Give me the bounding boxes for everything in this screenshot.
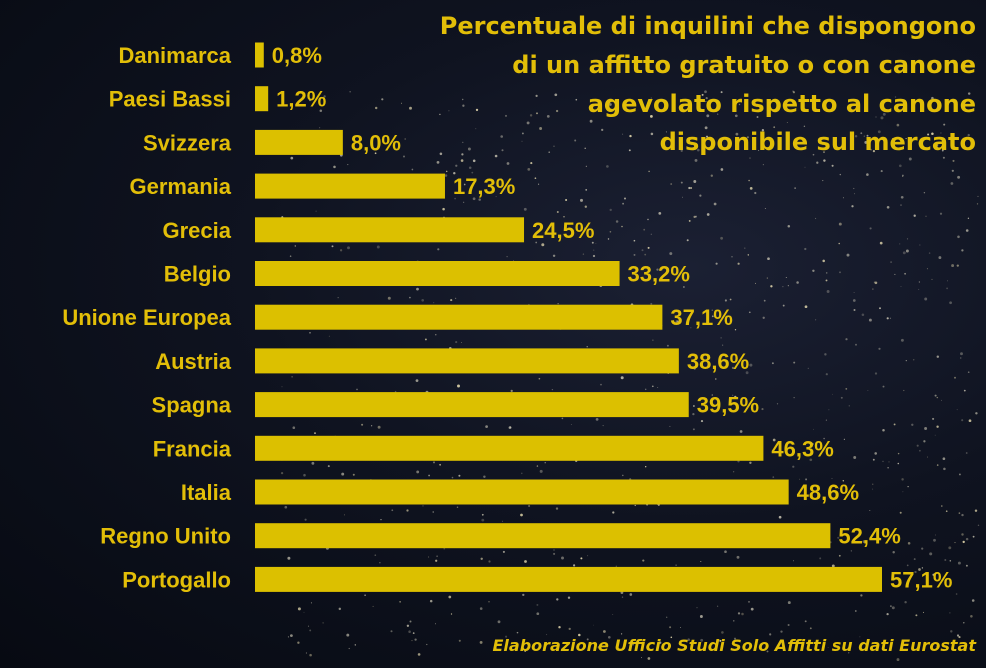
value-label: 39,5% <box>697 393 759 418</box>
value-label: 24,5% <box>532 218 594 243</box>
category-label: Regno Unito <box>100 524 231 549</box>
value-label: 52,4% <box>838 524 900 549</box>
value-label: 17,3% <box>453 174 515 199</box>
bar <box>255 129 343 155</box>
category-label: Paesi Bassi <box>109 87 231 112</box>
category-label: Belgio <box>164 262 231 287</box>
category-label: Grecia <box>163 218 232 243</box>
bar <box>255 86 269 112</box>
bars-group: Danimarca 0,8% Paesi Bassi 1,2% Svizzera 8,0%… <box>62 42 952 592</box>
bar <box>255 523 831 549</box>
value-label: 38,6% <box>687 349 749 374</box>
bar <box>255 173 445 199</box>
bar <box>255 392 689 418</box>
bar <box>255 348 679 374</box>
value-label: 8,0% <box>351 130 401 155</box>
value-label: 57,1% <box>890 567 952 592</box>
category-label: Portogallo <box>122 567 231 592</box>
category-label: Francia <box>153 436 232 461</box>
category-label: Unione Europea <box>62 305 231 330</box>
value-label: 37,1% <box>670 305 732 330</box>
bar <box>255 479 789 505</box>
value-label: 46,3% <box>771 436 833 461</box>
bar <box>255 435 764 461</box>
category-label: Danimarca <box>118 43 231 68</box>
value-label: 48,6% <box>797 480 859 505</box>
value-label: 1,2% <box>276 87 326 112</box>
category-label: Italia <box>181 480 232 505</box>
value-label: 33,2% <box>628 262 690 287</box>
bar <box>255 261 620 286</box>
source-note: Elaborazione Ufficio Studi Solo Affitti … <box>493 636 978 655</box>
bar <box>255 304 663 330</box>
chart-title-line-4: disponibile sul mercato <box>660 128 976 156</box>
category-label: Austria <box>155 349 232 374</box>
chart-title-line-1: Percentuale di inquilini che dispongono <box>440 12 976 40</box>
category-label: Svizzera <box>143 130 232 155</box>
value-label: 0,8% <box>272 43 322 68</box>
bar <box>255 566 882 592</box>
chart-title-line-2: di un affitto gratuito o con canone <box>512 51 976 79</box>
bar <box>255 217 525 243</box>
bar <box>255 42 264 68</box>
category-label: Spagna <box>152 393 232 418</box>
chart-title-line-3: agevolato rispetto al canone <box>588 90 976 118</box>
category-label: Germania <box>130 174 232 199</box>
